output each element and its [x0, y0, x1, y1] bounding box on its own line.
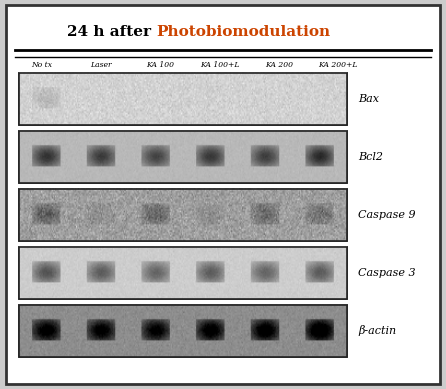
- Text: Photobiomodulation: Photobiomodulation: [157, 25, 330, 39]
- Text: β-actin: β-actin: [358, 325, 396, 336]
- Text: 24 h after: 24 h after: [67, 25, 157, 39]
- FancyBboxPatch shape: [19, 247, 347, 299]
- Text: Bax: Bax: [358, 94, 379, 104]
- Text: Caspase 3: Caspase 3: [358, 268, 416, 278]
- Text: Bcl2: Bcl2: [358, 152, 383, 162]
- FancyBboxPatch shape: [6, 5, 440, 384]
- Text: KA 100+L: KA 100+L: [200, 61, 239, 69]
- Text: Laser: Laser: [90, 61, 112, 69]
- Text: KA 200: KA 200: [265, 61, 293, 69]
- Text: KA 200+L: KA 200+L: [318, 61, 358, 69]
- FancyBboxPatch shape: [19, 305, 347, 357]
- Text: Caspase 9: Caspase 9: [358, 210, 416, 220]
- FancyBboxPatch shape: [19, 189, 347, 241]
- Text: KA 100: KA 100: [146, 61, 174, 69]
- Text: No tx: No tx: [31, 61, 52, 69]
- FancyBboxPatch shape: [19, 73, 347, 125]
- FancyBboxPatch shape: [19, 131, 347, 183]
